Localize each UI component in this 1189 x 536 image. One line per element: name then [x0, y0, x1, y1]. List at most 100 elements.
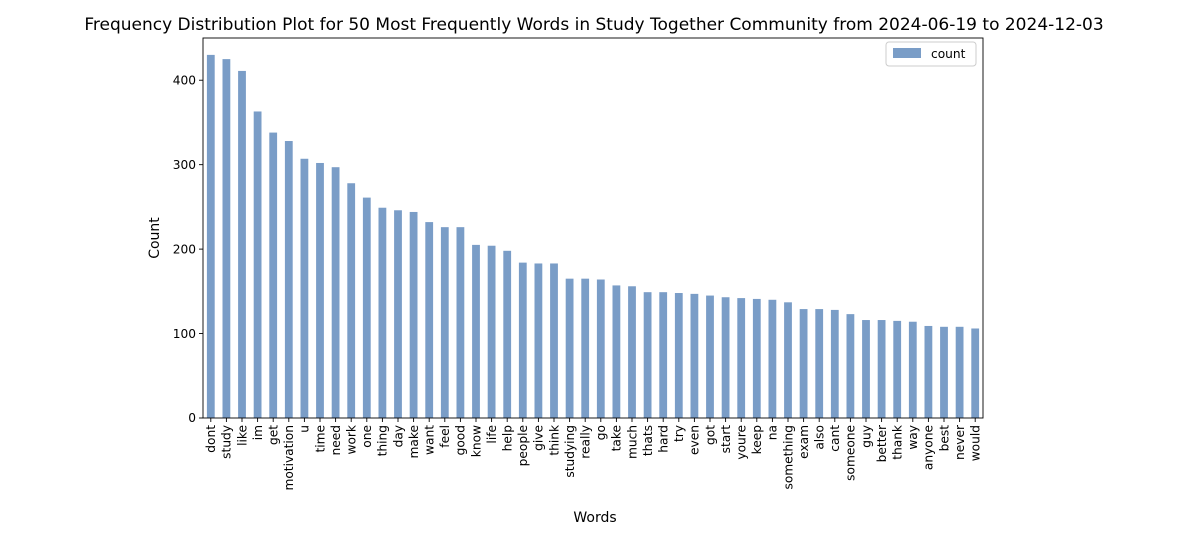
bar-u [300, 158, 309, 418]
bar-best [940, 326, 948, 418]
legend: count [885, 41, 977, 67]
bar-time [316, 162, 324, 418]
plot-area: 0 100 200 300 400 dont study like im get motivatio… [173, 37, 984, 491]
x-tick-label-way: way [906, 425, 920, 450]
y-tick-label-300: 300 [173, 158, 196, 172]
x-tick-label-take: take [610, 425, 624, 451]
x-tick-label-keep: keep [750, 425, 764, 455]
x-tick-label-would: would [969, 425, 983, 461]
bar-cant [830, 309, 839, 418]
x-tick-label-na: na [766, 425, 780, 440]
x-tick-label-day: day [391, 425, 405, 447]
bar-feel [440, 227, 449, 418]
bar-anyone [924, 325, 933, 418]
bar-make [409, 211, 418, 418]
x-tick-label-really: really [579, 425, 593, 459]
bar-much [628, 286, 636, 418]
x-tick-label-work: work [345, 424, 359, 454]
x-tick-label-know: know [469, 425, 483, 457]
x-tick-label-got: got [703, 425, 717, 445]
bar-even [690, 293, 699, 418]
bar-take [612, 285, 621, 418]
x-tick-label-motivation: motivation [282, 425, 296, 491]
legend-swatch [893, 48, 921, 58]
bar-work [347, 183, 356, 418]
bar-dont [206, 54, 215, 418]
bar-want [425, 222, 434, 418]
x-tick-label-dont: dont [204, 425, 218, 453]
bar-think [550, 263, 558, 418]
chart-title: Frequency Distribution Plot for 50 Most … [84, 15, 1103, 35]
x-tick-label-get: get [267, 425, 281, 445]
bar-need [331, 167, 340, 418]
y-tick-label-400: 400 [173, 73, 196, 87]
bar-way [908, 321, 917, 418]
bar-like [238, 70, 246, 419]
bar-motivation [284, 141, 293, 418]
bar-help [503, 250, 512, 418]
bar-know [472, 244, 480, 418]
x-tick-label-go: go [594, 425, 608, 440]
bar-also [815, 309, 824, 418]
bar-guy [862, 320, 870, 418]
x-tick-label-need: need [329, 425, 343, 455]
x-tick-label-better: better [875, 424, 889, 462]
bar-would [971, 328, 980, 418]
x-tick-label-time: time [313, 425, 327, 453]
y-axis-label: Count [147, 217, 163, 259]
x-tick-label-feel: feel [438, 425, 452, 448]
legend-label-count: count [931, 47, 966, 61]
x-tick-label-guy: guy [859, 425, 873, 448]
bar-youre [737, 298, 746, 418]
x-axis-label: Words [573, 510, 616, 526]
bar-really [581, 278, 590, 418]
x-tick-label-youre: youre [735, 425, 749, 460]
bar-give [534, 263, 543, 418]
bar-life [487, 245, 496, 418]
plot-frame [202, 37, 984, 419]
bar-get [269, 132, 278, 418]
x-tick-label-u: u [298, 425, 312, 433]
x-tick-label-even: even [688, 425, 702, 455]
bar-study [222, 59, 231, 419]
x-tick-label-study: study [220, 425, 234, 459]
bar-never [955, 326, 964, 418]
x-tick-label-studying: studying [563, 425, 577, 478]
bar-good [456, 227, 465, 418]
x-tick-label-people: people [516, 425, 530, 466]
x-tick-label-never: never [953, 424, 967, 460]
x-tick-label-hard: hard [657, 425, 671, 453]
x-tick-label-also: also [813, 425, 827, 450]
x-tick-label-thank: thank [891, 424, 905, 460]
bar-someone [846, 314, 855, 418]
bar-studying [565, 278, 574, 418]
bar-better [877, 320, 886, 418]
bar-start [721, 297, 730, 418]
bar-one [362, 197, 371, 418]
x-tick-label-thing: thing [376, 425, 390, 456]
bar-thing [378, 207, 387, 418]
y-tick-label-200: 200 [173, 242, 196, 256]
bar-go [596, 279, 605, 418]
x-tick-label-life: life [485, 425, 499, 444]
x-tick-label-someone: someone [844, 425, 858, 481]
bar-na [768, 299, 777, 418]
x-tick-label-anyone: anyone [922, 425, 936, 470]
x-tick-label-cant: cant [828, 425, 842, 452]
y-tick-label-0: 0 [188, 411, 196, 425]
x-tick-label-thats: thats [641, 425, 655, 456]
bar-day [394, 210, 402, 418]
bar-people [518, 262, 527, 418]
x-tick-label-one: one [360, 425, 374, 448]
x-tick-label-im: im [251, 425, 265, 440]
x-tick-label-give: give [532, 425, 546, 451]
bar-thats [643, 292, 652, 418]
bar-im [253, 111, 262, 418]
bar-thank [893, 320, 902, 418]
bar-exam [799, 309, 808, 418]
bar-try [674, 293, 683, 418]
y-tick-label-100: 100 [173, 327, 196, 341]
x-tick-label-help: help [501, 425, 515, 452]
x-tick-label-like: like [235, 425, 249, 446]
